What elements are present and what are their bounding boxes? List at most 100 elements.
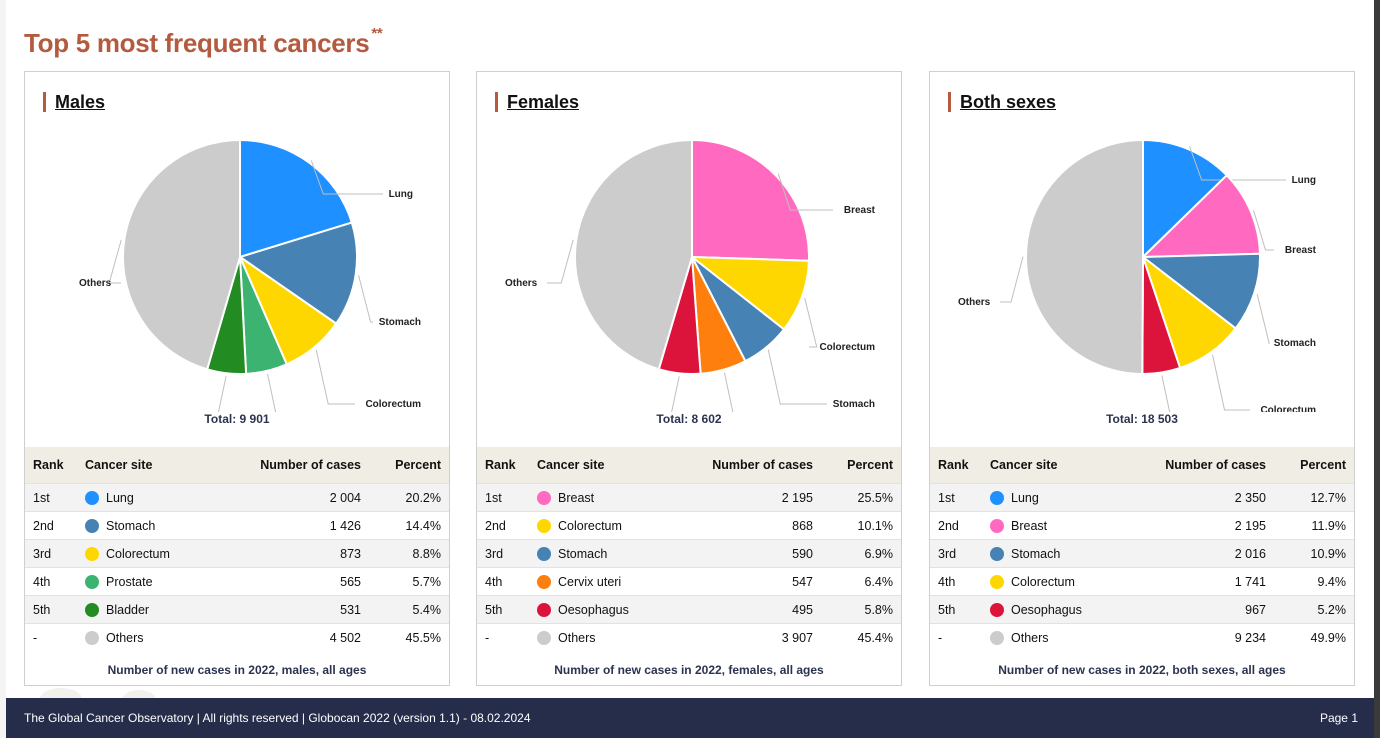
page-title: Top 5 most frequent cancers ** xyxy=(24,25,383,58)
legend-dot-icon xyxy=(537,546,551,561)
pie-slice-breast[interactable] xyxy=(1142,174,1261,258)
legend-dot-icon xyxy=(85,602,99,617)
leader-line-oesophagus xyxy=(671,376,680,412)
leader-line-stomach xyxy=(767,349,827,405)
table-header-row: Rank Cancer site Number of cases Percent xyxy=(930,447,1354,484)
pie-slice-lung[interactable] xyxy=(239,139,353,258)
slice-label-lung: Lung xyxy=(1292,175,1316,186)
panel-females: Females Breast Colorectum Stomach Cervix ut… xyxy=(476,71,902,686)
site-name: Colorectum xyxy=(558,518,622,533)
pie-slice-others[interactable] xyxy=(1025,139,1144,375)
legend-dot-icon xyxy=(85,490,99,505)
leader-line-lung xyxy=(310,160,383,195)
header-cases: Number of cases xyxy=(245,447,361,484)
cases-cell: 868 xyxy=(697,511,813,540)
panel-males: Males Lung Stomach Colorectum Prostate Bladd… xyxy=(24,71,450,686)
cases-cell: 2 004 xyxy=(245,483,361,512)
rank-cell: 5th xyxy=(930,595,990,624)
total-label: Total: 18 503 xyxy=(1106,412,1178,426)
pie-slice-stomach[interactable] xyxy=(239,221,358,325)
table-row: 1st Lung 2 350 12.7% xyxy=(930,483,1354,512)
header-percent: Percent xyxy=(813,447,901,484)
header-site: Cancer site xyxy=(990,447,1150,484)
rank-cell: - xyxy=(25,623,85,651)
cases-table: Rank Cancer site Number of cases Percent… xyxy=(477,447,901,651)
leader-line-others xyxy=(1000,256,1024,303)
cases-cell: 2 350 xyxy=(1150,483,1266,512)
percent-cell: 45.5% xyxy=(361,623,449,651)
table-row: 2nd Colorectum 868 10.1% xyxy=(477,511,901,540)
cases-cell: 1 426 xyxy=(245,511,361,540)
pie-slice-others[interactable] xyxy=(122,139,241,371)
percent-cell: 6.4% xyxy=(813,567,901,596)
percent-cell: 10.9% xyxy=(1266,539,1354,568)
slice-label-others: Others xyxy=(505,278,538,289)
site-cell: Lung xyxy=(85,483,245,512)
footer-text: The Global Cancer Observatory | All righ… xyxy=(24,711,531,725)
percent-cell: 6.9% xyxy=(813,539,901,568)
total-label: Total: 9 901 xyxy=(204,412,270,426)
table-row: 3rd Colorectum 873 8.8% xyxy=(25,539,449,568)
site-cell: Colorectum xyxy=(85,539,245,568)
percent-cell: 10.1% xyxy=(813,511,901,540)
legend-dot-icon xyxy=(537,630,551,645)
pie-slice-others[interactable] xyxy=(574,139,693,371)
title-footnote-mark: ** xyxy=(371,25,383,43)
site-cell: Oesophagus xyxy=(537,595,697,624)
pie-slice-lung[interactable] xyxy=(1142,139,1228,258)
page-number: Page 1 xyxy=(1319,711,1358,725)
site-cell: Stomach xyxy=(85,511,245,540)
cases-cell: 531 xyxy=(245,595,361,624)
leader-line-others xyxy=(547,239,574,284)
leader-line-cervix-uteri xyxy=(723,372,734,412)
rank-cell: 4th xyxy=(25,567,85,596)
site-name: Oesophagus xyxy=(558,602,629,617)
cases-cell: 1 741 xyxy=(1150,567,1266,596)
leader-line-colorectum xyxy=(804,297,818,348)
slice-label-stomach: Stomach xyxy=(1274,338,1316,349)
page-footer: The Global Cancer Observatory | All righ… xyxy=(6,698,1374,738)
pie-chart-females: BreastColorectumStomachCervix uteriOesop… xyxy=(505,139,876,412)
site-cell: Colorectum xyxy=(990,567,1150,596)
header-site: Cancer site xyxy=(85,447,245,484)
percent-cell: 9.4% xyxy=(1266,567,1354,596)
legend-dot-icon xyxy=(990,574,1004,589)
legend-dot-icon xyxy=(990,490,1004,505)
table-row: 4th Colorectum 1 741 9.4% xyxy=(930,567,1354,596)
cases-cell: 3 907 xyxy=(697,623,813,651)
header-rank: Rank xyxy=(477,447,537,484)
site-name: Breast xyxy=(1011,518,1048,533)
pie-slice-breast[interactable] xyxy=(691,139,810,262)
cases-cell: 590 xyxy=(697,539,813,568)
cases-cell: 565 xyxy=(245,567,361,596)
rank-cell: 2nd xyxy=(25,511,85,540)
site-cell: Bladder xyxy=(85,595,245,624)
site-name: Others xyxy=(558,630,596,645)
table-row: 5th Oesophagus 967 5.2% xyxy=(930,595,1354,624)
slice-label-stomach: Stomach xyxy=(379,317,421,328)
table-row: 2nd Breast 2 195 11.9% xyxy=(930,511,1354,540)
percent-cell: 12.7% xyxy=(1266,483,1354,512)
panel-heading: Both sexes xyxy=(948,92,1056,112)
site-name: Others xyxy=(1011,630,1049,645)
pie-slice-colorectum[interactable] xyxy=(691,256,810,331)
pie-slice-stomach[interactable] xyxy=(1142,252,1261,330)
rank-cell: 4th xyxy=(477,567,537,596)
table-header-row: Rank Cancer site Number of cases Percent xyxy=(477,447,901,484)
rank-cell: 5th xyxy=(477,595,537,624)
leader-line-others xyxy=(108,239,122,284)
legend-dot-icon xyxy=(85,574,99,589)
rank-cell: 1st xyxy=(477,483,537,512)
cases-cell: 4 502 xyxy=(245,623,361,651)
cases-cell: 873 xyxy=(245,539,361,568)
site-name: Colorectum xyxy=(106,546,170,561)
site-name: Stomach xyxy=(558,546,608,561)
table-row: 3rd Stomach 2 016 10.9% xyxy=(930,539,1354,568)
percent-cell: 11.9% xyxy=(1266,511,1354,540)
cases-cell: 2 195 xyxy=(1150,511,1266,540)
header-percent: Percent xyxy=(361,447,449,484)
legend-dot-icon xyxy=(537,602,551,617)
table-row: 5th Bladder 531 5.4% xyxy=(25,595,449,624)
table-row: 4th Cervix uteri 547 6.4% xyxy=(477,567,901,596)
header-percent: Percent xyxy=(1266,447,1354,484)
